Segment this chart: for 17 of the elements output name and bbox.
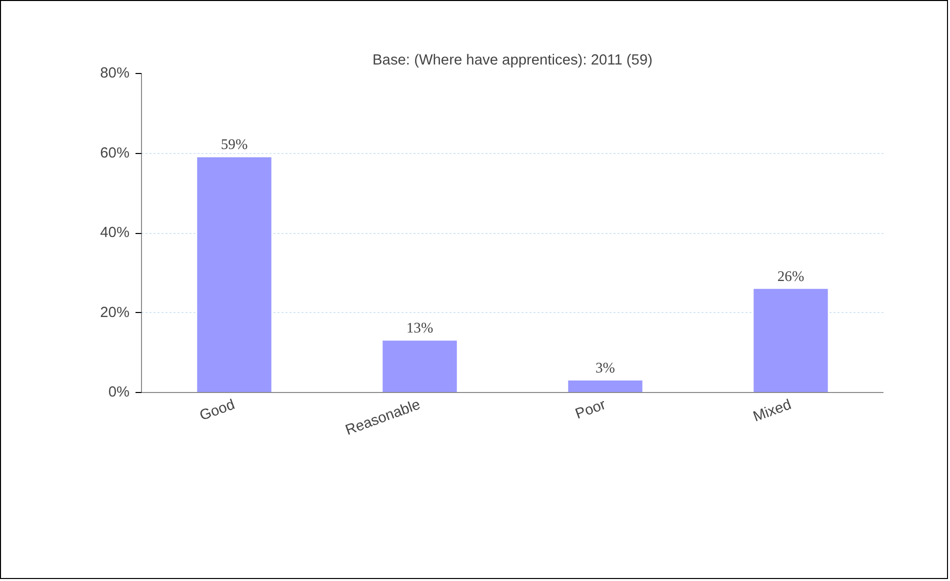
bar: [568, 380, 642, 392]
bar: [382, 340, 457, 392]
data-label: 3%: [595, 360, 616, 377]
y-tick-label: 80%: [100, 66, 130, 82]
x-tick-label: Poor: [573, 396, 608, 423]
chart-title: Base: (Where have apprentices): 2011 (59): [372, 52, 652, 68]
x-tick-label: Mixed: [751, 396, 794, 426]
data-label: 26%: [777, 268, 804, 285]
data-label: 13%: [406, 320, 434, 337]
y-tick-label: 20%: [100, 304, 130, 321]
y-tick-label: 40%: [100, 225, 130, 241]
bar: [197, 157, 272, 392]
data-label: 59%: [220, 137, 248, 154]
x-tick-label: Good: [198, 396, 237, 424]
bar: [754, 288, 828, 392]
y-tick-label: 60%: [100, 145, 130, 162]
y-tick-label: 0%: [108, 384, 130, 400]
